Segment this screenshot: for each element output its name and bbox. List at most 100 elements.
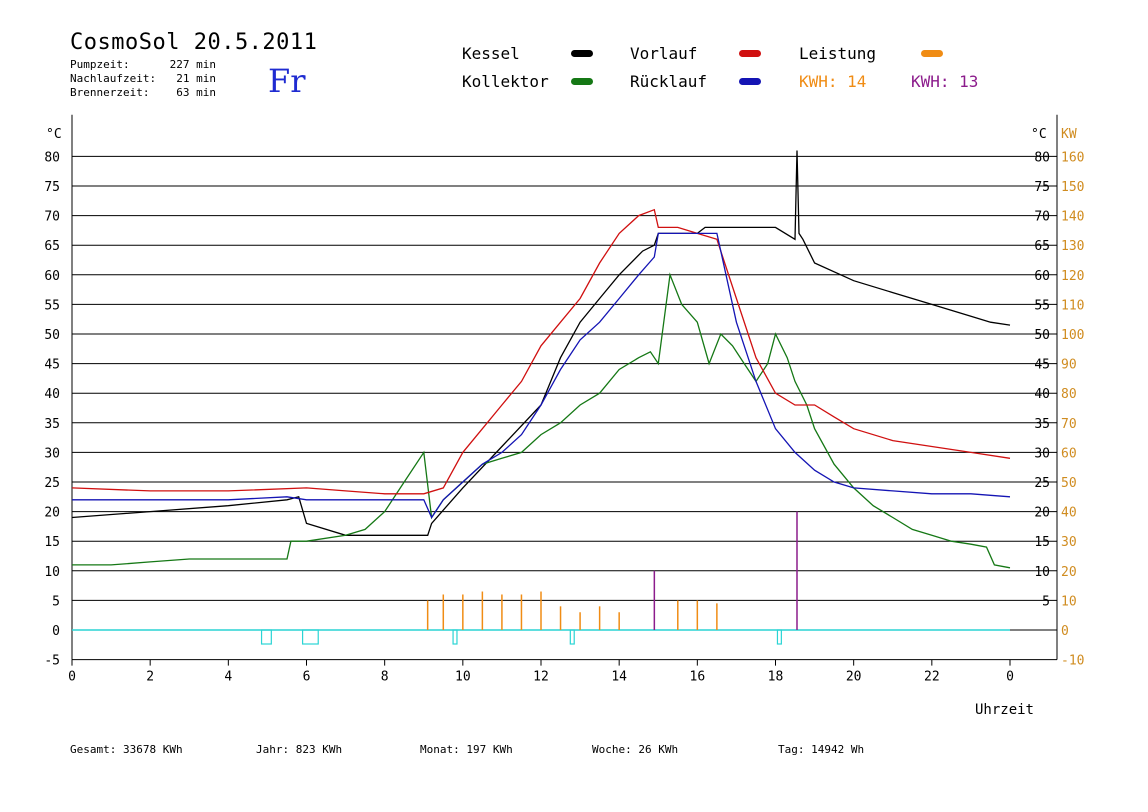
y-tick-label-left: 30 <box>44 446 60 461</box>
y-tick-label-kw: 0 <box>1061 624 1069 639</box>
y-tick-label-kw: 140 <box>1061 210 1084 225</box>
legend-ruecklauf-swatch <box>739 78 761 85</box>
y-tick-label-left: 70 <box>44 210 60 225</box>
y-tick-label-left: -5 <box>44 654 60 669</box>
legend-kwh-purple-label: KWH: <box>911 72 950 91</box>
y-tick-label-right: 60 <box>1034 269 1050 284</box>
y-tick-label-kw: 50 <box>1061 476 1077 491</box>
y-axis-unit-kw: KW <box>1061 127 1077 142</box>
series-line-vorlauf <box>71 208 1011 495</box>
y-tick-label-right: 5 <box>1042 594 1050 609</box>
x-tick-label: 20 <box>846 670 862 685</box>
legend-kessel-swatch <box>571 50 593 57</box>
x-tick-label: 2 <box>146 670 154 685</box>
x-tick-label: 18 <box>768 670 784 685</box>
y-tick-label-kw: -10 <box>1061 654 1084 669</box>
meta-label: Brennerzeit: <box>70 86 150 99</box>
meta-label: Pumpzeit: <box>70 58 130 71</box>
y-tick-label-right: 30 <box>1034 446 1050 461</box>
y-tick-label-left: 25 <box>44 476 60 491</box>
series-line-kollektor <box>72 272 1011 569</box>
y-tick-label-right: 75 <box>1034 180 1050 195</box>
pump-on-marker <box>260 629 272 645</box>
meta-row: Pumpzeit: 227 min <box>70 58 216 72</box>
legend-ruecklauf: Rücklauf <box>630 72 708 91</box>
legend-vorlauf-swatch <box>739 50 761 57</box>
y-tick-label-kw: 30 <box>1061 535 1077 550</box>
y-tick-label-kw: 120 <box>1061 269 1084 284</box>
x-axis-label: Uhrzeit <box>975 702 1034 718</box>
series-line-kessel <box>71 150 1011 536</box>
y-tick-label-kw: 70 <box>1061 417 1077 432</box>
x-tick-label: 6 <box>303 670 311 685</box>
y-tick-label-right: 25 <box>1034 476 1050 491</box>
y-tick-label-left: 20 <box>44 506 60 521</box>
y-tick-label-right: 50 <box>1034 328 1050 343</box>
y-tick-label-kw: 150 <box>1061 180 1084 195</box>
y-axis-unit-left: °C <box>46 127 62 142</box>
y-tick-label-kw: 160 <box>1061 150 1084 165</box>
series-line-ruecklauf <box>72 232 1011 519</box>
y-tick-label-left: 40 <box>44 387 60 402</box>
y-tick-label-left: 50 <box>44 328 60 343</box>
y-tick-label-right: 70 <box>1034 210 1050 225</box>
x-tick-label: 10 <box>455 670 471 685</box>
footer-gesamt: Gesamt: 33678 KWh <box>70 743 183 756</box>
legend-kwh-purple-value: 13 <box>959 72 979 91</box>
y-tick-label-kw: 100 <box>1061 328 1084 343</box>
y-tick-label-right: 65 <box>1034 239 1050 254</box>
chart-title: CosmoSol 20.5.2011 <box>70 30 318 55</box>
y-axis-unit-right: °C <box>1031 127 1047 142</box>
y-tick-label-left: 0 <box>52 624 60 639</box>
meta-row: Nachlaufzeit: 21 min <box>70 72 216 86</box>
meta-value: 63 min <box>176 86 216 99</box>
y-tick-label-left: 15 <box>44 535 60 550</box>
y-tick-label-left: 35 <box>44 417 60 432</box>
y-tick-label-kw: 60 <box>1061 446 1077 461</box>
meta-label: Nachlaufzeit: <box>70 72 157 85</box>
meta-row: Brennerzeit: 63 min <box>70 86 216 100</box>
footer-woche: Woche: 26 KWh <box>592 743 679 756</box>
y-tick-label-kw: 80 <box>1061 387 1077 402</box>
x-tick-label: 0 <box>1006 670 1014 685</box>
x-tick-label: 4 <box>224 670 232 685</box>
y-tick-label-right: 35 <box>1034 417 1050 432</box>
y-tick-label-right: 20 <box>1034 506 1050 521</box>
footer-jahr: Jahr: 823 KWh <box>256 743 343 756</box>
pump-on-marker <box>776 629 782 645</box>
y-tick-label-kw: 90 <box>1061 358 1077 373</box>
x-tick-label: 0 <box>68 670 76 685</box>
x-tick-label: 22 <box>924 670 940 685</box>
y-tick-label-right: 80 <box>1034 150 1050 165</box>
pump-on-marker <box>301 629 319 645</box>
y-tick-label-right: 40 <box>1034 387 1050 402</box>
x-tick-label: 12 <box>533 670 549 685</box>
y-tick-label-kw: 110 <box>1061 298 1084 313</box>
legend-kessel: Kessel <box>462 44 520 63</box>
y-tick-label-kw: 20 <box>1061 565 1077 580</box>
pump-on-marker <box>569 629 575 645</box>
weekday-label: Fr <box>268 62 306 100</box>
legend-leistung: Leistung <box>799 44 877 63</box>
legend-vorlauf: Vorlauf <box>630 44 698 63</box>
y-tick-label-kw: 10 <box>1061 594 1077 609</box>
y-tick-label-kw: 40 <box>1061 506 1077 521</box>
y-tick-label-left: 65 <box>44 239 60 254</box>
y-tick-label-left: 55 <box>44 298 60 313</box>
y-tick-label-left: 60 <box>44 269 60 284</box>
footer-tag: Tag: 14942 Wh <box>778 743 865 756</box>
y-tick-label-right: 10 <box>1034 565 1050 580</box>
legend-kollektor: Kollektor <box>462 72 549 91</box>
x-tick-label: 14 <box>611 670 627 685</box>
meta-value: 21 min <box>176 72 216 85</box>
y-tick-label-kw: 130 <box>1061 239 1084 254</box>
y-tick-label-right: 55 <box>1034 298 1050 313</box>
legend-kwh-purple: KWH: 13 <box>911 72 978 91</box>
pump-on-marker <box>452 629 458 645</box>
legend-kwh-orange: KWH: 14 <box>799 72 867 91</box>
footer-monat: Monat: 197 KWh <box>420 743 513 756</box>
x-tick-label: 16 <box>690 670 706 685</box>
y-tick-label-left: 75 <box>44 180 60 195</box>
y-tick-label-left: 5 <box>52 594 60 609</box>
